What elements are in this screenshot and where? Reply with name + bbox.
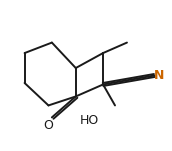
Text: HO: HO [80, 114, 99, 127]
Text: N: N [154, 69, 165, 82]
Text: O: O [44, 119, 53, 132]
